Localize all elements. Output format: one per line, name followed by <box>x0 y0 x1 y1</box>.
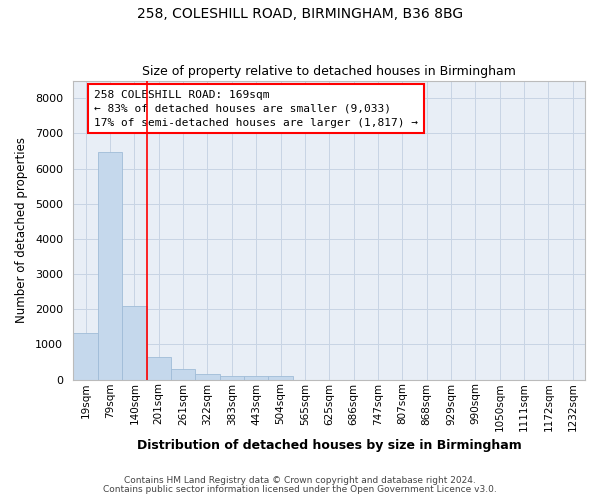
Bar <box>268 376 293 380</box>
Bar <box>146 357 171 380</box>
Bar <box>122 306 146 380</box>
Bar <box>220 376 244 380</box>
X-axis label: Distribution of detached houses by size in Birmingham: Distribution of detached houses by size … <box>137 440 521 452</box>
Bar <box>244 376 268 380</box>
Text: 258, COLESHILL ROAD, BIRMINGHAM, B36 8BG: 258, COLESHILL ROAD, BIRMINGHAM, B36 8BG <box>137 8 463 22</box>
Text: Contains HM Land Registry data © Crown copyright and database right 2024.: Contains HM Land Registry data © Crown c… <box>124 476 476 485</box>
Bar <box>98 152 122 380</box>
Text: 258 COLESHILL ROAD: 169sqm
← 83% of detached houses are smaller (9,033)
17% of s: 258 COLESHILL ROAD: 169sqm ← 83% of deta… <box>94 90 418 128</box>
Bar <box>73 333 98 380</box>
Text: Contains public sector information licensed under the Open Government Licence v3: Contains public sector information licen… <box>103 485 497 494</box>
Y-axis label: Number of detached properties: Number of detached properties <box>15 137 28 323</box>
Title: Size of property relative to detached houses in Birmingham: Size of property relative to detached ho… <box>142 65 516 78</box>
Bar <box>171 369 195 380</box>
Bar <box>195 374 220 380</box>
